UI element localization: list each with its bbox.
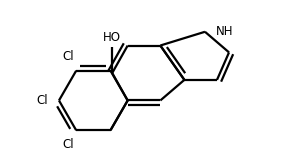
Text: HO: HO <box>103 31 121 44</box>
Text: Cl: Cl <box>37 94 48 107</box>
Text: Cl: Cl <box>62 138 74 151</box>
Text: Cl: Cl <box>62 50 74 63</box>
Text: NH: NH <box>216 25 233 38</box>
